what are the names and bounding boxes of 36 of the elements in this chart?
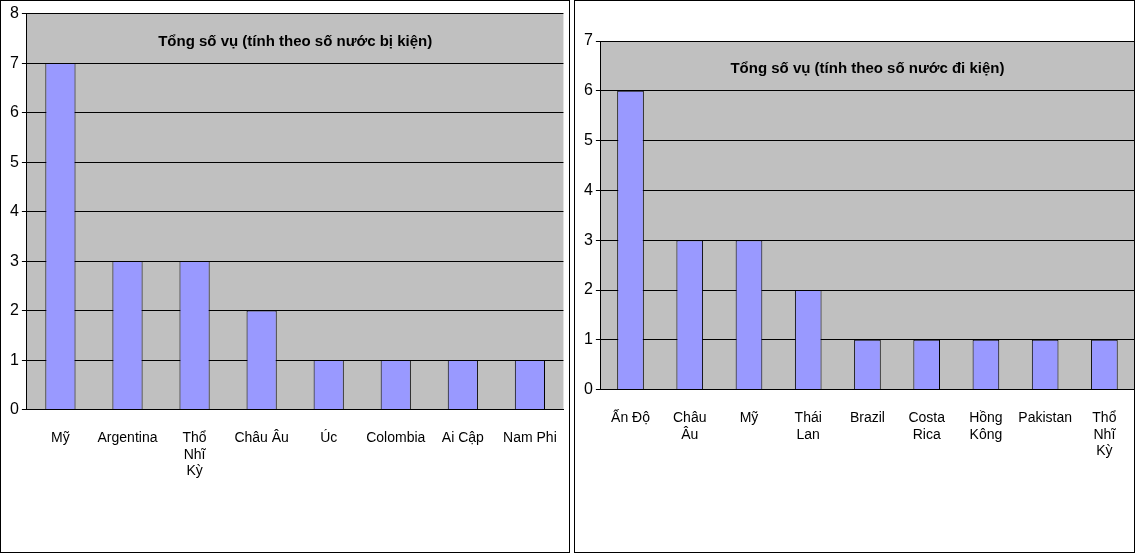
y-tick-label: 2 (583, 280, 593, 298)
y-tick-label: 2 (9, 301, 19, 319)
y-tick-label: 4 (583, 180, 593, 198)
y-tick-label: 1 (583, 330, 593, 348)
x-tick-label: Nam Phi (503, 428, 557, 445)
y-tick-label: 6 (583, 81, 593, 99)
y-tick-label: 3 (9, 251, 19, 269)
x-tick-label: Colombia (366, 428, 426, 445)
x-tick-label: Thổ Nhĩ Kỳ (1092, 408, 1117, 459)
x-tick-label: Costa Rica (908, 408, 946, 442)
text: Tổng số vụ (tính theo số nước đi kiện) (730, 59, 1005, 77)
y-tick-label: 1 (9, 350, 19, 368)
x-tick-label: Mỹ (51, 428, 70, 445)
y-tick-label: 0 (9, 400, 19, 418)
y-tick-label: 8 (9, 4, 19, 22)
y-tick-label: 5 (583, 131, 593, 149)
y-tick-label: 0 (583, 380, 593, 398)
y-tick-label: 5 (9, 152, 19, 170)
x-tick-label: Thổ Nhĩ Kỳ (182, 428, 207, 479)
y-tick-label: 3 (583, 230, 593, 248)
x-tick-label: Hồng Kông (969, 408, 1003, 442)
y-tick-label: 7 (583, 31, 593, 49)
y-tick-label: 6 (9, 103, 19, 121)
x-tick-label: Brazil (849, 408, 885, 425)
x-tick-label: Ai Cập (441, 428, 485, 445)
x-tick-label: Argentina (97, 428, 158, 445)
y-tick-label: 4 (9, 202, 19, 220)
text: Tổng số vụ (tính theo số nước bị kiện) (158, 31, 433, 49)
x-tick-label: Châu Âu (234, 428, 289, 445)
x-tick-label: Châu Âu (673, 408, 707, 442)
x-tick-label: Mỹ (739, 408, 759, 425)
x-tick-label: Úc (320, 428, 338, 445)
x-tick-label: Thái Lan (794, 408, 822, 442)
x-tick-label: Pakistan (1018, 408, 1072, 425)
x-tick-label: Ấn Độ (611, 408, 651, 425)
y-tick-label: 7 (9, 53, 19, 71)
